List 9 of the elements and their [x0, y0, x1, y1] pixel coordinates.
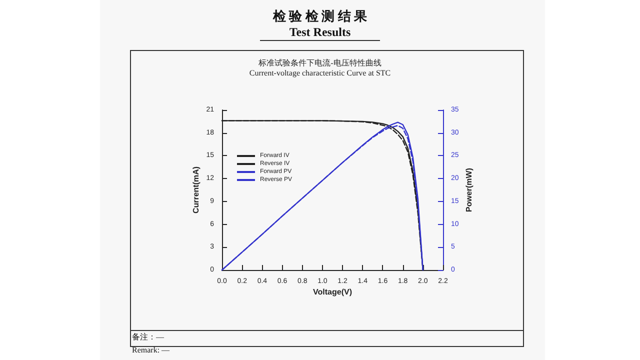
text: 检 验 检 测 结 果	[272, 8, 368, 24]
text: Test Results	[289, 25, 351, 39]
x-axis-title: Voltage(V)	[313, 288, 352, 296]
y2-axis-title: Power(mW)	[464, 168, 474, 212]
chart-title: 标准试验条件下电流-电压特性曲线	[258, 58, 382, 68]
text: Remark: —	[132, 346, 171, 354]
text: 备注：—	[132, 332, 165, 342]
y-axis-title: Current(mA)	[192, 166, 200, 214]
chart-subtitle: Current-voltage characteristic Curve at STC	[249, 68, 391, 78]
